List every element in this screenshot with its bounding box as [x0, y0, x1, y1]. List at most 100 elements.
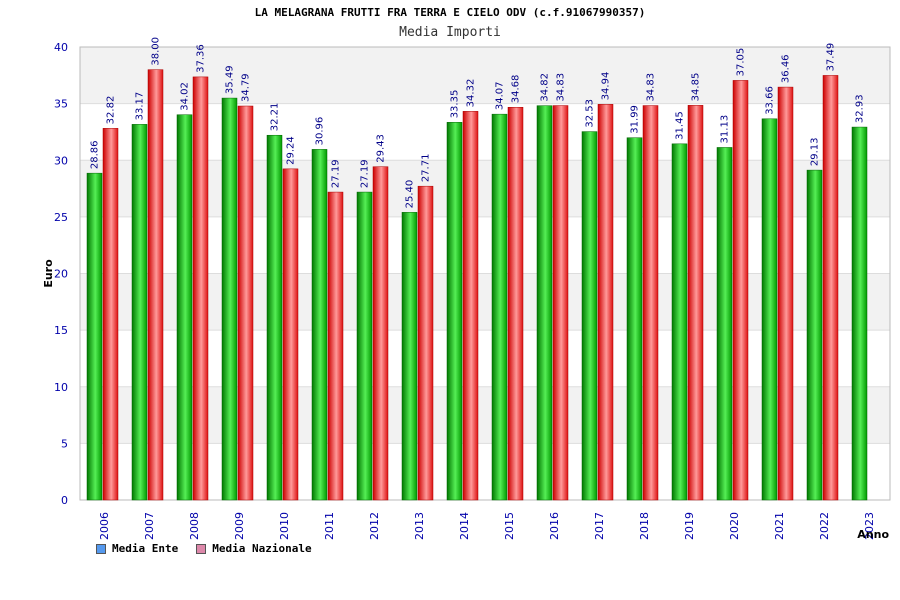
bar-media-nazionale: [552, 105, 569, 501]
data-label: 27.19: [360, 159, 371, 188]
bar-media-nazionale: [822, 75, 839, 501]
data-label: 34.82: [540, 73, 551, 102]
data-label: 33.17: [135, 92, 146, 121]
bar-media-nazionale: [327, 191, 344, 501]
bar-media-nazionale: [147, 69, 164, 501]
data-label: 37.36: [196, 44, 207, 73]
bar-media-ente: [131, 124, 148, 501]
bar-media-nazionale: [237, 105, 254, 501]
y-tick-label: 20: [54, 268, 68, 281]
bar-media-ente: [221, 97, 238, 501]
chart-subtitle: Media Importi: [399, 25, 501, 40]
data-label: 31.13: [720, 115, 731, 144]
data-label: 34.32: [466, 79, 477, 108]
bar-media-nazionale: [192, 76, 209, 501]
data-label: 33.35: [450, 90, 461, 119]
y-tick-label: 15: [54, 324, 68, 337]
grid-band: [80, 273, 890, 331]
x-tick-label: 2015: [503, 512, 516, 540]
legend-label-media-nazionale: Media Nazionale: [212, 542, 312, 555]
bar-media-nazionale: [687, 105, 704, 501]
bar-media-nazionale: [282, 168, 299, 501]
bar-media-ente: [446, 122, 463, 501]
bar-media-nazionale: [732, 80, 749, 501]
data-label: 34.68: [511, 75, 522, 104]
bar-media-nazionale: [507, 106, 524, 501]
grid-band: [80, 386, 890, 444]
grid-band: [80, 103, 890, 161]
x-tick-label: 2022: [818, 512, 831, 540]
data-label: 27.71: [421, 154, 432, 183]
bar-media-ente: [491, 113, 508, 501]
bar-media-ente: [806, 169, 823, 501]
legend-label-media-ente: Media Ente: [112, 542, 179, 555]
bar-media-ente: [311, 149, 328, 501]
y-tick-label: 10: [54, 381, 68, 394]
bar-media-ente: [761, 118, 778, 501]
x-tick-label: 2010: [278, 512, 291, 540]
plot-frame: [79, 46, 891, 501]
legend-item-media-nazionale: Media Nazionale: [196, 542, 312, 555]
x-tick-label: 2016: [548, 512, 561, 540]
x-tick-label: 2017: [593, 512, 606, 540]
bar-media-ente: [536, 105, 553, 501]
data-label: 34.79: [241, 73, 252, 102]
bar-media-nazionale: [372, 166, 389, 501]
data-label: 27.19: [331, 159, 342, 188]
bar-media-nazionale: [597, 104, 614, 501]
data-label: 35.49: [225, 65, 236, 94]
data-label: 32.21: [270, 103, 281, 132]
y-tick-label: 40: [54, 41, 68, 54]
data-label: 34.94: [601, 72, 612, 101]
data-label: 30.96: [315, 117, 326, 146]
bar-media-nazionale: [777, 86, 794, 501]
data-label: 34.85: [691, 73, 702, 102]
y-tick-label: 0: [61, 494, 68, 507]
data-label: 36.46: [781, 54, 792, 83]
grid-band: [80, 47, 890, 104]
data-label: 32.93: [855, 94, 866, 123]
legend-swatch-media-nazionale: [196, 543, 207, 554]
data-label: 33.66: [765, 86, 776, 115]
bar-media-ente: [716, 147, 733, 501]
data-label: 34.83: [646, 73, 657, 102]
data-label: 37.05: [736, 48, 747, 77]
x-tick-label: 2008: [188, 512, 201, 540]
data-label: 38.00: [151, 37, 162, 66]
grid-band: [80, 443, 890, 500]
data-label: 29.24: [286, 136, 297, 165]
bar-media-ente: [356, 191, 373, 501]
bar-media-ente: [266, 134, 283, 501]
bar-media-ente: [401, 212, 418, 501]
x-axis-label: Anno: [857, 528, 889, 541]
y-axis-label: Euro: [42, 259, 55, 288]
bar-media-ente: [86, 172, 103, 501]
legend-item-media-ente: Media Ente: [96, 542, 178, 555]
x-tick-label: 2014: [458, 512, 471, 540]
x-tick-label: 2021: [773, 512, 786, 540]
legend: Media Ente Media Nazionale: [96, 542, 312, 555]
bar-media-nazionale: [417, 185, 434, 501]
data-label: 31.99: [630, 105, 641, 134]
y-tick-label: 35: [54, 98, 68, 111]
y-tick-label: 30: [54, 154, 68, 167]
x-tick-label: 2006: [98, 512, 111, 540]
legend-swatch-media-ente: [96, 543, 106, 554]
data-label: 34.83: [556, 73, 567, 102]
grid-band: [80, 216, 890, 274]
x-tick-label: 2023: [863, 512, 876, 540]
data-label: 28.86: [90, 141, 101, 170]
data-label: 32.82: [106, 96, 117, 125]
grid-band: [80, 160, 890, 217]
grid-band: [80, 330, 890, 387]
chart-title: LA MELAGRANA FRUTTI FRA TERRA E CIELO OD…: [254, 6, 646, 19]
bar-media-ente: [671, 143, 688, 501]
bar-media-ente: [851, 126, 868, 501]
data-label: 37.49: [826, 43, 837, 72]
x-tick-label: 2012: [368, 512, 381, 540]
bar-media-nazionale: [462, 111, 479, 501]
y-tick-label: 25: [54, 211, 68, 224]
x-tick-label: 2009: [233, 512, 246, 540]
